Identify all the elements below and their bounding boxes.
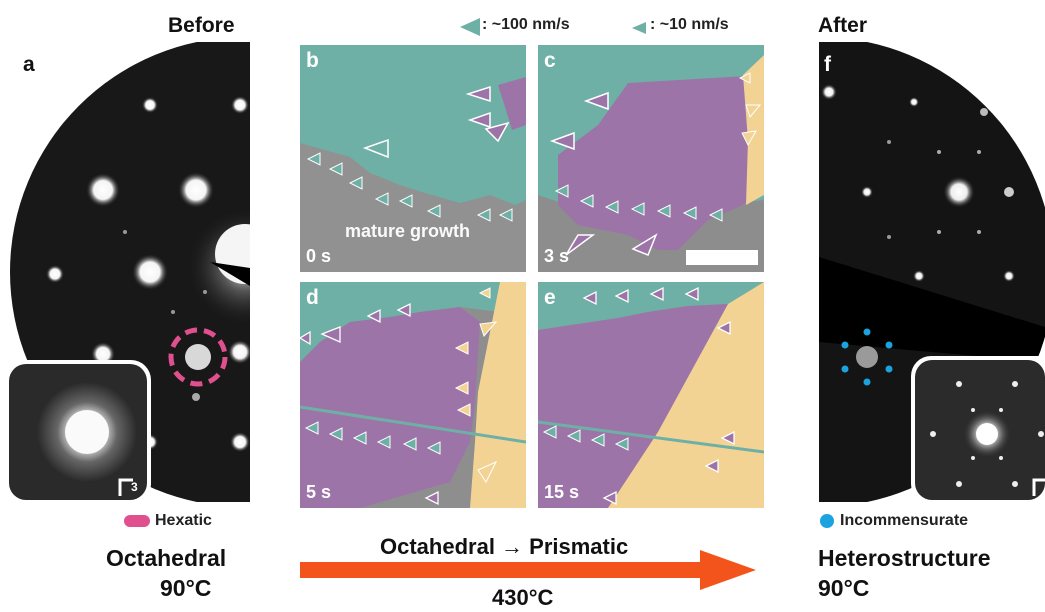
time-label-b: 0 s — [306, 246, 332, 266]
tem-panel-c — [538, 45, 764, 272]
inset-after — [911, 356, 1045, 504]
scale-bracket-icon — [118, 478, 133, 496]
time-label-c: 3 s — [544, 246, 570, 266]
annotation-mature-growth: mature growth — [345, 221, 471, 241]
tem-panel-d — [300, 282, 526, 508]
inset-after-image — [915, 360, 1045, 500]
transition-arrow-icon — [300, 550, 756, 590]
fast-speed-label: : ~100 nm/s — [482, 16, 570, 33]
right-temperature-label: 90°C — [818, 575, 870, 601]
before-header: Before — [168, 14, 235, 37]
panel-label-b: b — [306, 49, 319, 72]
incommensurate-legend-label: Incommensurate — [840, 512, 969, 529]
panel-label-c: c — [544, 49, 556, 72]
panel-label-d: d — [306, 286, 319, 309]
time-label-d: 5 s — [306, 482, 332, 502]
scale-bracket-icon-right — [1032, 478, 1045, 496]
hexatic-legend-label: Hexatic — [155, 512, 212, 529]
inset-before-image — [9, 364, 147, 500]
fast-arrowhead-icon — [460, 18, 480, 36]
left-temperature-label: 90°C — [160, 575, 212, 601]
panel-label-a: a — [23, 53, 35, 76]
right-phase-label: Heterostructure — [818, 545, 991, 571]
slow-arrowhead-icon — [632, 22, 646, 34]
panel-label-f: f — [824, 53, 831, 76]
scale-label: 3 — [131, 480, 138, 494]
incommensurate-dot-icon — [820, 514, 834, 528]
left-phase-label: Octahedral — [106, 545, 227, 571]
time-label-e: 15 s — [544, 482, 580, 502]
inset-before: 3 — [5, 360, 151, 504]
panel-label-e: e — [544, 286, 556, 309]
hexatic-swatch-icon — [124, 515, 150, 527]
transition-label: Octahedral → Prismatic — [380, 534, 629, 559]
after-header: After — [818, 14, 868, 37]
transition-temperature: 430°C — [492, 585, 554, 610]
tem-panel-b — [300, 45, 526, 272]
slow-speed-label: : ~10 nm/s — [650, 16, 729, 33]
tem-panel-e — [538, 282, 764, 508]
